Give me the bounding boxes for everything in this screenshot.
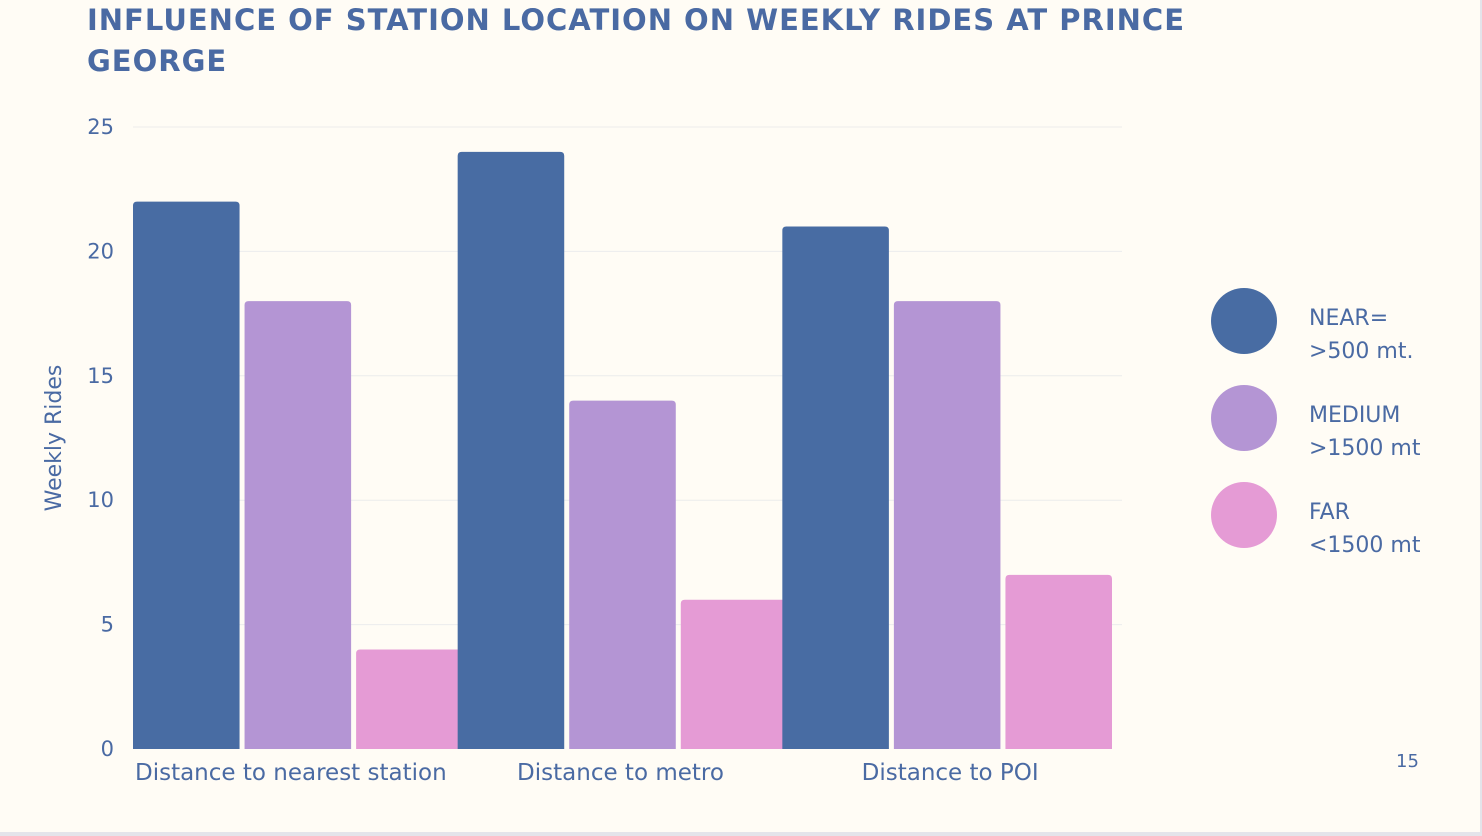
bar-0-0: [133, 201, 240, 749]
x-category-label-2: Distance to POI: [862, 760, 1039, 786]
bar-2-2: [1005, 574, 1112, 749]
legend-label-medium-line1: MEDIUM: [1309, 403, 1401, 428]
legend-swatch-medium: [1211, 385, 1277, 451]
legend-label-medium: MEDIUM >1500 mt: [1309, 399, 1479, 465]
legend-label-far: FAR <1500 mt: [1309, 496, 1479, 562]
chart-title: INFLUENCE OF STATION LOCATION ON WEEKLY …: [87, 3, 1186, 78]
y-tick-label-10: 10: [87, 488, 114, 512]
bars: [133, 151, 1112, 749]
legend-item-near: NEAR= >500 mt.: [1211, 286, 1471, 364]
bar-0-1: [244, 301, 352, 749]
y-tick-label-25: 25: [87, 115, 114, 139]
legend-label-far-line1: FAR: [1309, 500, 1350, 525]
page-number: 15: [1396, 751, 1419, 772]
bar-1-2: [680, 599, 788, 749]
y-axis-label: Weekly Rides: [42, 365, 67, 512]
legend-item-medium: MEDIUM >1500 mt: [1211, 383, 1471, 461]
bar-0-2: [356, 649, 463, 749]
x-axis-categories: Distance to nearest station Distance to m…: [135, 760, 1039, 786]
legend-label-far-line2: <1500 mt: [1309, 533, 1421, 558]
bar-1-0: [457, 151, 565, 749]
legend-label-near-line2: >500 mt.: [1309, 339, 1414, 364]
y-tick-label-5: 5: [101, 613, 114, 637]
legend-label-near: NEAR= >500 mt.: [1309, 302, 1479, 368]
y-axis-ticks: 0 5 10 15 20 25: [87, 115, 114, 761]
x-category-label-0: Distance to nearest station: [135, 760, 447, 786]
legend-swatch-near: [1211, 288, 1277, 354]
bar-1-1: [569, 400, 676, 749]
legend-item-far: FAR <1500 mt: [1211, 480, 1471, 558]
legend-label-medium-line2: >1500 mt: [1309, 436, 1421, 461]
legend-swatch-far: [1211, 482, 1277, 548]
y-tick-label-20: 20: [87, 239, 114, 263]
y-tick-label-15: 15: [87, 364, 114, 388]
bar-2-1: [893, 301, 1001, 749]
y-tick-label-0: 0: [101, 737, 114, 761]
bar-2-0: [782, 226, 889, 749]
legend-label-near-line1: NEAR=: [1309, 306, 1389, 331]
x-category-label-1: Distance to metro: [517, 760, 724, 786]
